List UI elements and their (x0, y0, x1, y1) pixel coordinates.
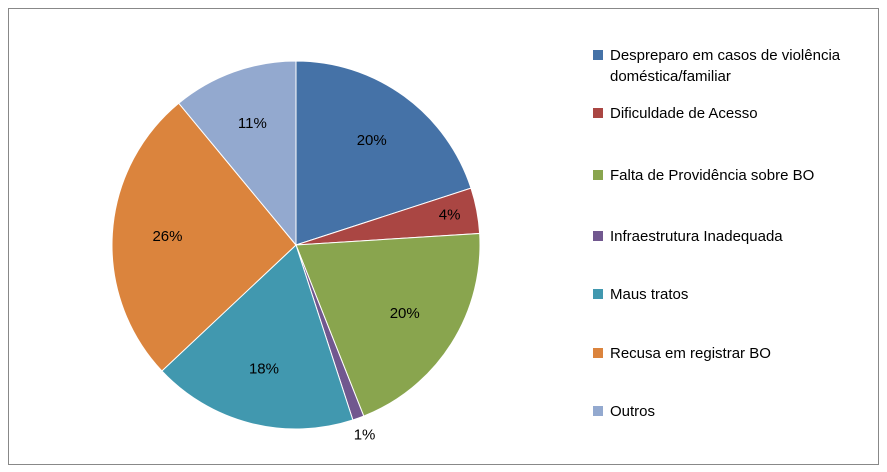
pie-slice (295, 232, 481, 417)
data-label: 1% (354, 426, 376, 443)
legend-label: Dificuldade de Acesso (610, 105, 758, 122)
data-label: 26% (152, 228, 182, 245)
legend-swatch (593, 170, 603, 180)
legend-swatch (593, 289, 603, 299)
legend-entry: Maus tratos (593, 284, 873, 305)
legend-swatch (593, 231, 603, 241)
data-label: 11% (238, 115, 267, 132)
legend-entry: Infraestrutura Inadequada (593, 226, 873, 247)
legend-swatch (593, 348, 603, 358)
legend-label: Despreparo em casos de violência domésti… (610, 47, 841, 85)
pie-slice (295, 60, 472, 246)
data-label: 20% (390, 305, 420, 322)
legend-swatch (593, 108, 603, 118)
legend-swatch (593, 406, 603, 416)
legend-entry: Despreparo em casos de violência domésti… (593, 45, 873, 87)
pie-slice (111, 102, 297, 372)
legend-entry: Recusa em registrar BO (593, 343, 873, 364)
legend-label: Infraestrutura Inadequada (610, 228, 783, 245)
data-label: 20% (357, 132, 387, 149)
legend-entry: Outros (593, 401, 873, 422)
legend-label: Outros (610, 403, 656, 420)
legend-label: Maus tratos (610, 286, 689, 303)
legend-label: Falta de Providência sobre BO (610, 167, 815, 184)
data-label: 4% (439, 207, 461, 224)
pie-slice (178, 60, 297, 247)
legend-entry: Dificuldade de Acesso (593, 103, 873, 124)
pie-slice (161, 244, 354, 430)
data-label: 18% (249, 361, 279, 378)
legend-label: Recusa em registrar BO (610, 345, 771, 362)
legend-entry: Falta de Providência sobre BO (593, 165, 873, 186)
legend-swatch (593, 50, 603, 60)
